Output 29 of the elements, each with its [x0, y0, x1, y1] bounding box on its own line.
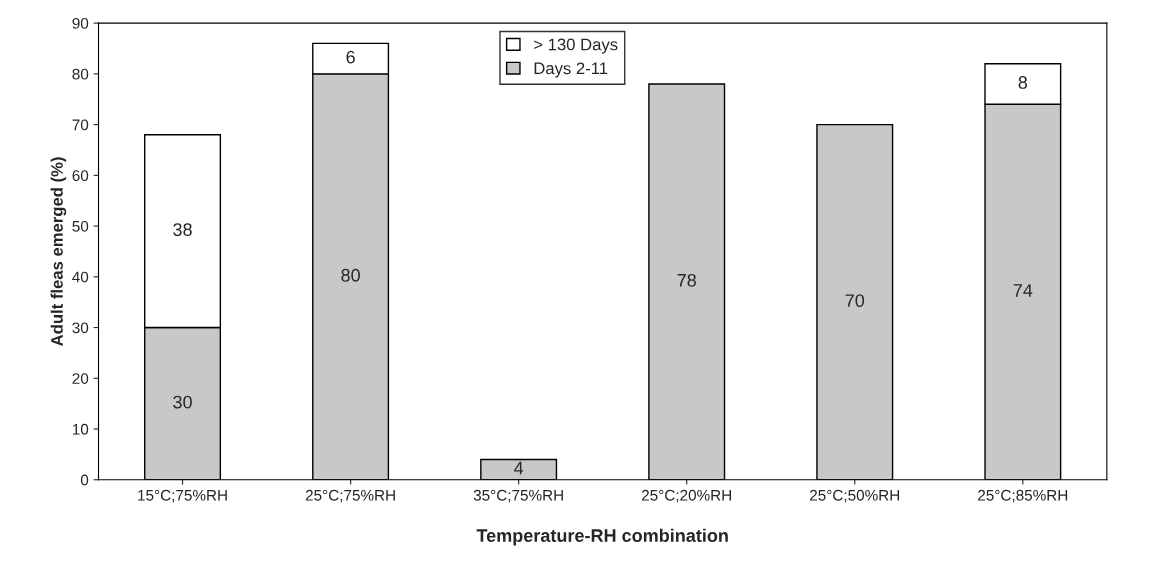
- y-tick-label: 60: [72, 170, 89, 182]
- y-tick-label: 20: [72, 373, 89, 384]
- x-tick-label: 15°C;75%RH: [138, 489, 227, 503]
- y-tick-label: 40: [72, 271, 89, 283]
- legend-label: Days 2-11: [534, 62, 608, 78]
- data-label: 30: [173, 395, 192, 409]
- x-tick-label: 35°C;75%RH: [473, 489, 563, 503]
- legend-label: > 130 Days: [534, 38, 618, 54]
- data-label: 70: [845, 294, 865, 308]
- data-label: 78: [677, 273, 696, 287]
- y-tick-label: 80: [72, 68, 89, 80]
- y-tick-label: 0: [80, 474, 89, 486]
- y-tick-label: 10: [72, 423, 89, 435]
- x-tick-label: 25°C;85%RH: [978, 489, 1068, 503]
- y-axis-title: Adult fleas emerged (%): [50, 157, 67, 346]
- data-label: 80: [341, 268, 360, 282]
- x-tick-label: 25°C;50%RH: [810, 489, 900, 503]
- data-label: 74: [1013, 284, 1033, 297]
- x-axis-title: Temperature-RH combination: [476, 528, 728, 546]
- x-tick-label: 25°C;75%RH: [305, 489, 395, 503]
- data-label: 38: [173, 223, 192, 236]
- x-tick-label: 25°C;20%RH: [641, 489, 731, 503]
- y-tick-label: 70: [72, 119, 89, 131]
- y-tick-label: 50: [72, 220, 89, 232]
- data-label: 6: [346, 50, 355, 64]
- data-label: 8: [1018, 76, 1028, 89]
- data-label: 4: [514, 461, 524, 475]
- y-tick-label: 90: [72, 17, 89, 29]
- y-tick-label: 30: [72, 322, 89, 334]
